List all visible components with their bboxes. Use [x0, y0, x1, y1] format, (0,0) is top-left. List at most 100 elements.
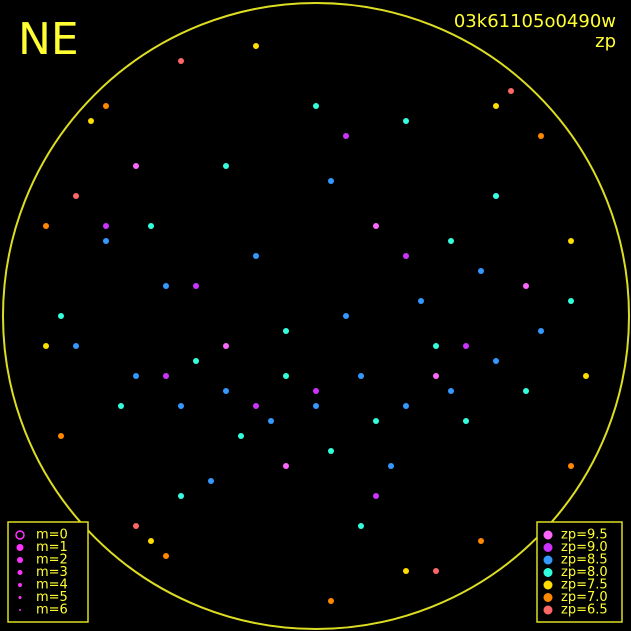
- star: [253, 253, 259, 259]
- size-legend-marker: [16, 544, 24, 551]
- size-legend-marker: [17, 557, 23, 563]
- star: [148, 538, 154, 544]
- star: [193, 283, 199, 289]
- star: [283, 328, 289, 334]
- star: [433, 568, 439, 574]
- star: [208, 478, 214, 484]
- star: [478, 538, 484, 544]
- star: [403, 568, 409, 574]
- star: [163, 553, 169, 559]
- star: [523, 283, 529, 289]
- star: [283, 373, 289, 379]
- size-legend-label: m=2: [36, 553, 68, 568]
- star: [403, 118, 409, 124]
- star: [88, 118, 94, 124]
- star: [358, 523, 364, 529]
- star: [238, 433, 244, 439]
- star: [283, 463, 289, 469]
- size-legend-marker: [15, 530, 25, 540]
- star: [403, 403, 409, 409]
- legend-label: zp=8.5: [561, 553, 608, 568]
- star: [148, 223, 154, 229]
- star: [403, 253, 409, 259]
- star: [313, 388, 319, 394]
- size-legend-label: m=4: [36, 578, 68, 593]
- star: [568, 238, 574, 244]
- star: [178, 493, 184, 499]
- size-legend-label: m=1: [36, 540, 68, 555]
- star: [373, 223, 379, 229]
- legend-marker: [543, 580, 553, 590]
- size-legend-marker: [17, 570, 23, 575]
- legend-label: zp=6.5: [561, 603, 608, 618]
- star: [73, 343, 79, 349]
- star: [373, 493, 379, 499]
- size-legend-label: m=6: [36, 603, 68, 618]
- star: [448, 388, 454, 394]
- size-legend-marker: [18, 583, 22, 587]
- star: [43, 223, 49, 229]
- star: [463, 343, 469, 349]
- star: [343, 313, 349, 319]
- star: [163, 283, 169, 289]
- star: [433, 343, 439, 349]
- star: [43, 343, 49, 349]
- star: [313, 103, 319, 109]
- star: [178, 403, 184, 409]
- chart-title: NE: [18, 14, 79, 65]
- star: [193, 358, 199, 364]
- size-legend-marker: [18, 596, 22, 599]
- star: [568, 298, 574, 304]
- star: [58, 433, 64, 439]
- star: [583, 373, 589, 379]
- size-legend-label: m=5: [36, 590, 68, 605]
- chart-subtitle: 03k61105o0490w: [454, 11, 616, 32]
- star: [538, 133, 544, 139]
- star: [103, 103, 109, 109]
- legend-marker: [543, 555, 553, 565]
- legend-marker: [543, 530, 553, 540]
- legend-marker: [543, 593, 553, 602]
- star: [433, 373, 439, 379]
- star: [268, 418, 274, 424]
- legend-label: zp=8.0: [561, 565, 608, 580]
- star: [343, 133, 349, 139]
- star: [328, 448, 334, 454]
- star: [358, 373, 364, 379]
- star: [133, 163, 139, 169]
- legend-label: zp=7.0: [561, 590, 608, 605]
- star: [328, 598, 334, 604]
- star: [118, 403, 124, 409]
- star: [418, 298, 424, 304]
- star: [253, 43, 259, 49]
- star: [388, 463, 394, 469]
- star: [253, 403, 259, 409]
- star: [133, 523, 139, 529]
- star: [313, 403, 319, 409]
- legend-label: zp=9.5: [561, 528, 608, 543]
- star: [223, 163, 229, 169]
- star: [493, 193, 499, 199]
- color-label: zp: [595, 31, 616, 52]
- star: [163, 373, 169, 379]
- legend-marker: [543, 605, 553, 615]
- star: [328, 178, 334, 184]
- star: [103, 223, 109, 229]
- star: [178, 58, 184, 64]
- star: [493, 103, 499, 109]
- star: [538, 328, 544, 334]
- star: [103, 238, 109, 244]
- star: [73, 193, 79, 199]
- legend-marker: [543, 543, 553, 552]
- size-legend-marker: [19, 609, 21, 611]
- star: [58, 313, 64, 319]
- star: [448, 238, 454, 244]
- star: [373, 418, 379, 424]
- legend-marker: [543, 568, 553, 577]
- star: [223, 388, 229, 394]
- star: [523, 388, 529, 394]
- size-legend-label: m=3: [36, 565, 68, 580]
- star: [133, 373, 139, 379]
